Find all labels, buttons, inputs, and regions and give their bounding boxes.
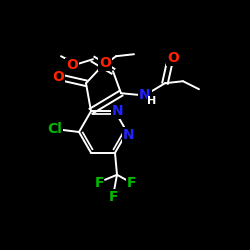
Text: Cl: Cl bbox=[48, 122, 62, 136]
Text: N: N bbox=[139, 88, 151, 102]
Text: H: H bbox=[148, 96, 156, 106]
Text: F: F bbox=[126, 176, 136, 190]
Text: O: O bbox=[167, 51, 179, 65]
Text: O: O bbox=[52, 70, 64, 84]
Text: N: N bbox=[112, 104, 124, 118]
Text: O: O bbox=[99, 56, 111, 70]
Text: O: O bbox=[66, 58, 78, 72]
Text: F: F bbox=[94, 176, 104, 190]
Text: N: N bbox=[123, 128, 135, 142]
Text: F: F bbox=[109, 190, 119, 204]
